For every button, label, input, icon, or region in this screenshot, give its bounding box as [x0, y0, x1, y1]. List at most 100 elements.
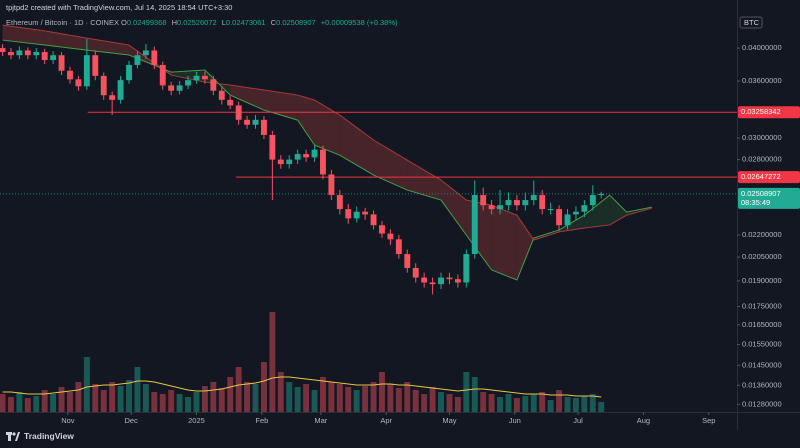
volume-bar — [24, 398, 31, 412]
cloud-fill — [407, 160, 442, 201]
x-tick-label: Jun — [509, 416, 521, 425]
change-label: +0.00009538 (+0.38%) — [320, 18, 398, 27]
volume-bar — [589, 394, 596, 412]
candle-body — [244, 119, 251, 125]
cloud-fill — [230, 85, 264, 111]
volume-bar — [480, 392, 487, 412]
volume-bar — [345, 387, 352, 412]
volume-bar — [505, 394, 512, 412]
candle-body — [0, 48, 6, 53]
candle-body — [252, 119, 259, 125]
volume-bar — [320, 377, 326, 412]
candle-body — [260, 119, 267, 135]
price-tag — [738, 106, 800, 119]
candle-body — [176, 85, 183, 91]
author-line: tpjtpd2 created with TradingView.com, Ju… — [6, 3, 233, 12]
volume-bar — [412, 390, 419, 412]
cloud-fill — [297, 95, 315, 146]
candle-body — [151, 50, 158, 65]
candle-body — [547, 209, 554, 211]
candle-body — [235, 105, 242, 120]
volume-bar — [117, 386, 124, 412]
volume-bar — [193, 392, 200, 412]
candle-body — [286, 159, 293, 165]
y-tick-label: 0.01550000 — [742, 339, 782, 348]
symbol-title: Ethereum / Bitcoin · 1D · COINEX — [6, 18, 119, 27]
candle-body — [83, 55, 90, 87]
volume-bar — [362, 386, 369, 412]
legend: Ethereum / Bitcoin · 1D · COINEX O0.0249… — [6, 18, 401, 27]
volume-bar — [395, 388, 402, 412]
volume-bar — [328, 382, 335, 412]
volume-bar — [244, 382, 251, 412]
x-tick-label: Mar — [314, 416, 327, 425]
candle-body — [471, 195, 478, 255]
y-tick-label: 0.04000000 — [742, 43, 782, 52]
volume-bar — [269, 312, 276, 412]
candle-body — [353, 211, 360, 219]
ohlc-value: 0.02508907 — [276, 18, 316, 27]
y-tick-label: 0.03600000 — [742, 76, 782, 85]
candle-body — [379, 225, 385, 234]
volume-bar — [277, 372, 284, 412]
candle-body — [50, 55, 57, 61]
volume-bar — [126, 380, 132, 412]
volume-bar — [370, 382, 377, 412]
candle-body — [581, 205, 588, 212]
volume-bar — [581, 396, 588, 412]
volume-bar — [235, 367, 242, 412]
x-tick-label: Jul — [573, 416, 583, 425]
volume-bar — [387, 384, 394, 412]
logo — [6, 431, 20, 441]
candle-body — [395, 239, 402, 255]
candle-body — [505, 200, 512, 206]
cloud-fill — [314, 100, 340, 156]
candle-body — [41, 52, 48, 61]
volume-bar — [336, 384, 343, 412]
cloud-fill — [516, 215, 534, 281]
candle-body — [109, 95, 116, 100]
candle-body — [370, 214, 377, 226]
candle-body — [201, 75, 208, 80]
volume-bar — [50, 394, 57, 412]
candle-body — [210, 79, 217, 91]
volume-bar — [227, 377, 234, 412]
candle-body — [58, 55, 65, 71]
cloud-fill — [86, 38, 130, 56]
candle-body — [320, 149, 326, 175]
volume-bar — [8, 397, 14, 412]
candle-body — [454, 279, 461, 283]
volume-bar — [201, 386, 208, 412]
candle-body — [92, 55, 99, 76]
volume-bar — [286, 382, 293, 412]
cloud-fill — [44, 30, 87, 51]
candle-body — [480, 195, 487, 206]
volume-bar — [159, 394, 166, 412]
candle-body — [159, 64, 166, 86]
candle-body — [556, 209, 563, 226]
candle-body — [134, 55, 141, 65]
last-price-tag — [738, 187, 800, 209]
candle-body — [75, 79, 82, 87]
x-tick-label: Feb — [255, 416, 268, 425]
candle-body — [193, 75, 200, 81]
candle-body — [67, 70, 73, 80]
volume-bar — [33, 396, 40, 412]
candle-body — [522, 200, 529, 206]
last-price-label: 0.02508907 — [741, 189, 781, 198]
candle-body — [572, 211, 579, 215]
volume-bar — [379, 372, 385, 412]
volume-bar — [67, 392, 73, 412]
candle-body — [277, 159, 284, 165]
x-tick-label: Dec — [124, 416, 138, 425]
volume-bar — [429, 387, 436, 412]
volume-bar — [564, 397, 571, 412]
ohlc-key: L — [221, 18, 226, 27]
candle-body — [269, 134, 276, 160]
candle-body — [438, 277, 444, 285]
volume-bar — [303, 384, 310, 412]
candle-body — [513, 200, 520, 206]
volume-bar — [16, 392, 23, 412]
ohlc-value: 0.02473061 — [225, 18, 266, 27]
y-tick-label: 0.02050000 — [742, 252, 782, 261]
